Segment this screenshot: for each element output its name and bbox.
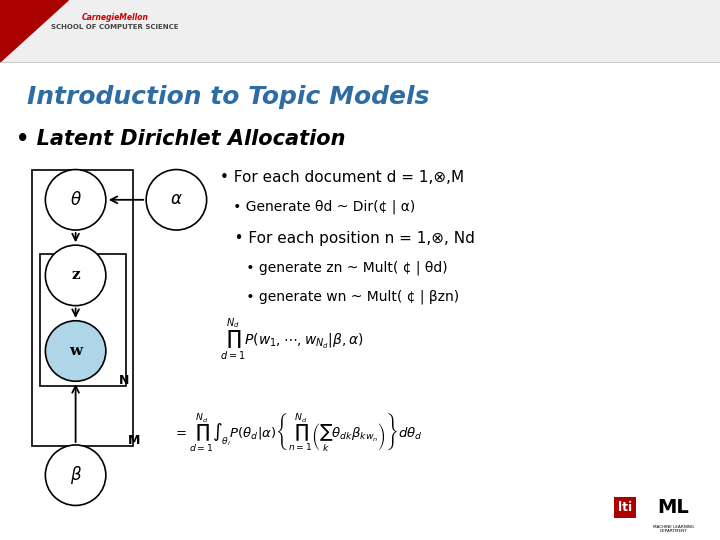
Text: • For each document d = 1,⊗,M: • For each document d = 1,⊗,M xyxy=(220,170,464,185)
Ellipse shape xyxy=(45,170,106,230)
Text: SCHOOL OF COMPUTER SCIENCE: SCHOOL OF COMPUTER SCIENCE xyxy=(51,24,179,30)
Ellipse shape xyxy=(45,321,106,381)
Polygon shape xyxy=(0,0,68,62)
Text: MACHINE LEARNING
DEPARTMENT: MACHINE LEARNING DEPARTMENT xyxy=(652,525,694,534)
Text: $\beta$: $\beta$ xyxy=(70,464,81,486)
Text: lti: lti xyxy=(618,501,632,514)
Text: $= \prod_{d=1}^{N_d} \int_{\theta_i} P(\theta_d | \alpha) \left\{ \prod_{n=1}^{N: $= \prod_{d=1}^{N_d} \int_{\theta_i} P(\… xyxy=(173,411,422,453)
Text: • generate zn ~ Mult( ¢ | θd): • generate zn ~ Mult( ¢ | θd) xyxy=(220,261,447,275)
Text: $\alpha$: $\alpha$ xyxy=(170,191,183,208)
Text: $\prod_{d=1}^{N_d} P(w_1, \cdots, w_{N_d} | \beta, \alpha)$: $\prod_{d=1}^{N_d} P(w_1, \cdots, w_{N_d… xyxy=(220,317,364,363)
Text: z: z xyxy=(71,268,80,282)
Ellipse shape xyxy=(45,445,106,505)
Text: • Latent Dirichlet Allocation: • Latent Dirichlet Allocation xyxy=(16,129,346,150)
Text: $\theta$: $\theta$ xyxy=(70,191,81,209)
Text: CarnegieMellon: CarnegieMellon xyxy=(82,14,148,22)
Text: • For each position n = 1,⊗, Nd: • For each position n = 1,⊗, Nd xyxy=(220,231,474,246)
Bar xyxy=(40,254,126,386)
Text: • generate wn ~ Mult( ¢ | βzn): • generate wn ~ Mult( ¢ | βzn) xyxy=(220,290,459,304)
Text: w: w xyxy=(69,344,82,358)
Text: N: N xyxy=(119,374,129,387)
Text: Introduction to Topic Models: Introduction to Topic Models xyxy=(27,85,430,109)
Bar xyxy=(0,0,720,62)
Text: ML: ML xyxy=(657,498,689,517)
Ellipse shape xyxy=(45,245,106,306)
Ellipse shape xyxy=(146,170,207,230)
Text: M: M xyxy=(128,434,140,447)
Bar xyxy=(32,170,133,446)
Text: • Generate θd ~ Dir(¢ | α): • Generate θd ~ Dir(¢ | α) xyxy=(220,199,415,213)
